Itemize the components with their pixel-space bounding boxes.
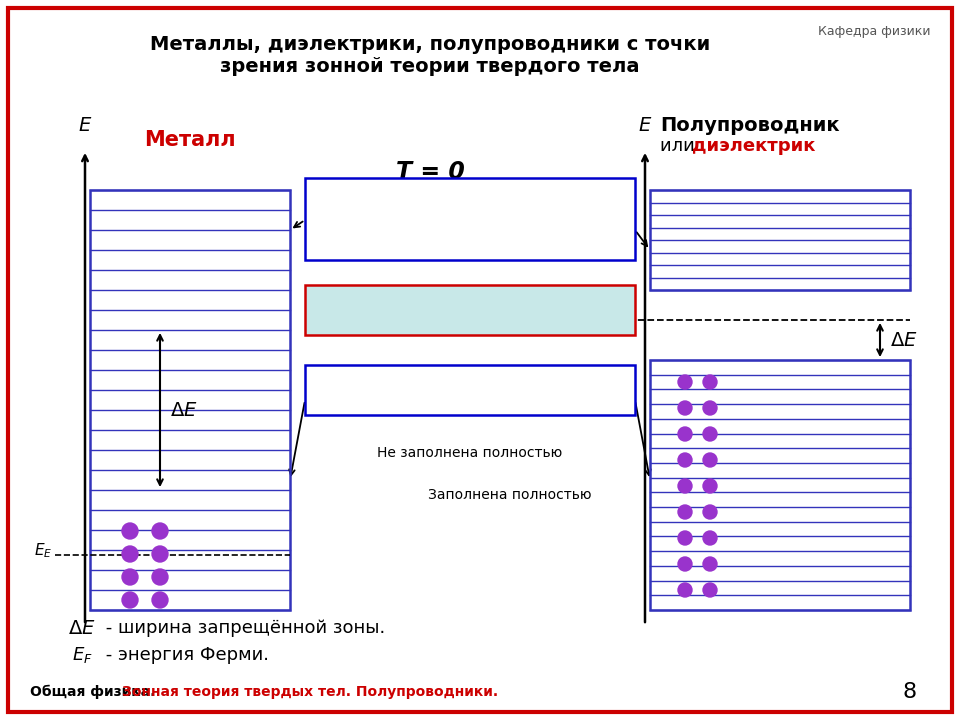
- Text: $\Delta E$: $\Delta E$: [890, 330, 918, 349]
- Circle shape: [678, 427, 692, 441]
- Circle shape: [678, 479, 692, 493]
- Circle shape: [703, 427, 717, 441]
- Circle shape: [122, 569, 138, 585]
- Bar: [650, 360, 910, 610]
- Circle shape: [152, 592, 168, 608]
- Circle shape: [678, 453, 692, 467]
- Text: $\Delta E$: $\Delta E$: [68, 618, 96, 637]
- Circle shape: [152, 569, 168, 585]
- Text: Кафедра физики: Кафедра физики: [818, 25, 930, 38]
- Circle shape: [122, 523, 138, 539]
- Circle shape: [678, 505, 692, 519]
- Circle shape: [122, 592, 138, 608]
- Text: Запрещенная зона: Запрещенная зона: [372, 301, 568, 319]
- Bar: [650, 190, 910, 290]
- Text: Валентная зона: Валентная зона: [388, 381, 552, 399]
- Text: $E$: $E$: [637, 116, 652, 135]
- Bar: [90, 190, 290, 610]
- Text: $E_E$: $E_E$: [34, 541, 52, 560]
- Text: Металл: Металл: [144, 130, 236, 150]
- Text: $E$: $E$: [78, 116, 92, 135]
- Circle shape: [703, 375, 717, 389]
- Text: Заполнена полностью: Заполнена полностью: [428, 488, 591, 502]
- Bar: [650, 190, 910, 290]
- Text: Свободная
(разрешенная) зона: Свободная (разрешенная) зона: [365, 199, 575, 238]
- Bar: [90, 190, 290, 610]
- Text: Зонная теория твердых тел. Полупроводники.: Зонная теория твердых тел. Полупроводник…: [122, 685, 498, 699]
- Text: T = 0: T = 0: [396, 160, 465, 184]
- Text: $E_F$: $E_F$: [567, 307, 585, 325]
- Circle shape: [703, 531, 717, 545]
- Bar: [305, 285, 635, 335]
- Text: $E_F$: $E_F$: [72, 645, 93, 665]
- Circle shape: [122, 546, 138, 562]
- Circle shape: [703, 583, 717, 597]
- Text: $\Delta E$: $\Delta E$: [170, 400, 198, 420]
- Circle shape: [703, 557, 717, 571]
- Circle shape: [703, 453, 717, 467]
- Text: Полупроводник: Полупроводник: [660, 116, 840, 135]
- Bar: [650, 360, 910, 610]
- Circle shape: [703, 401, 717, 415]
- Text: Не заполнена полностью: Не заполнена полностью: [377, 446, 563, 460]
- Circle shape: [678, 583, 692, 597]
- Circle shape: [152, 523, 168, 539]
- Text: диэлектрик: диэлектрик: [692, 137, 815, 155]
- Circle shape: [678, 557, 692, 571]
- Circle shape: [703, 479, 717, 493]
- Circle shape: [678, 531, 692, 545]
- Text: или: или: [660, 137, 701, 155]
- Text: Общая физика.: Общая физика.: [30, 685, 160, 699]
- Circle shape: [678, 375, 692, 389]
- Text: Металлы, диэлектрики, полупроводники с точки
зрения зонной теории твердого тела: Металлы, диэлектрики, полупроводники с т…: [150, 35, 710, 76]
- Circle shape: [678, 401, 692, 415]
- Text: - ширина запрещённой зоны.: - ширина запрещённой зоны.: [100, 619, 385, 637]
- Circle shape: [703, 505, 717, 519]
- Text: 8: 8: [903, 682, 917, 702]
- Text: - энергия Ферми.: - энергия Ферми.: [100, 646, 269, 664]
- Bar: [305, 365, 635, 415]
- Bar: [305, 178, 635, 260]
- Circle shape: [152, 546, 168, 562]
